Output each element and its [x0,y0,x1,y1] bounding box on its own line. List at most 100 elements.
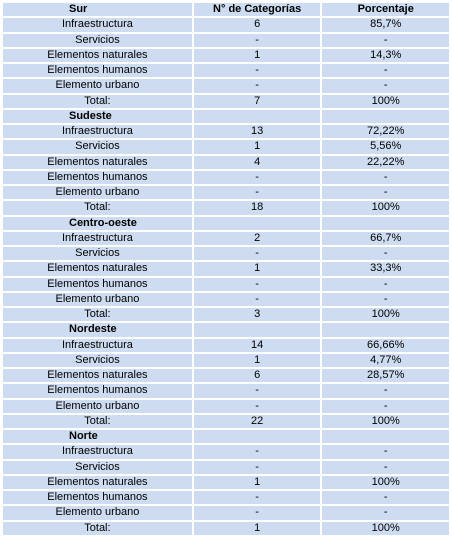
data-row: Elementos humanos - - [3,64,449,78]
category-percent: 28,57% [322,369,449,383]
category-label: Elemento urbano [3,292,192,306]
category-count: - [193,384,321,398]
category-count: 1 [193,353,321,367]
category-label: Elementos humanos [3,277,192,291]
category-label: Total: [3,414,192,428]
data-row: Elemento urbano - - [3,186,449,200]
category-count: - [193,399,321,413]
category-label: Elementos humanos [3,491,192,505]
data-row: Elementos humanos - - [3,491,449,505]
category-percent: - [322,491,449,505]
region-header-row: Norte [3,430,449,444]
data-row: Elemento urbano - - [3,506,449,520]
category-percent: - [322,445,449,459]
data-row: Total: 3 100% [3,308,449,322]
category-count: - [193,506,321,520]
empty-cell [322,430,449,444]
category-count: - [193,33,321,47]
data-row: Elementos humanos - - [3,384,449,398]
region-header-row: Centro-oeste [3,216,449,230]
category-percent: 100% [322,201,449,215]
category-label: Elementos humanos [3,64,192,78]
category-count: 6 [193,18,321,32]
region-header-row: Sur N° de Categorías Porcentaje [3,3,449,17]
category-label: Elementos humanos [3,384,192,398]
category-label: Infraestructura [3,18,192,32]
category-percent: - [322,64,449,78]
data-row: Servicios - - [3,33,449,47]
category-label: Elementos naturales [3,262,192,276]
data-row: Elemento urbano - - [3,399,449,413]
category-percent: 4,77% [322,353,449,367]
category-percent: 66,7% [322,231,449,245]
category-count: 1 [193,521,321,535]
category-count: 14 [193,338,321,352]
data-row: Total: 7 100% [3,94,449,108]
data-row: Total: 22 100% [3,414,449,428]
table-body: Sur N° de Categorías Porcentaje Infraestruc… [3,3,449,535]
category-label: Servicios [3,140,192,154]
column-header: Porcentaje [322,3,449,17]
category-label: Infraestructura [3,338,192,352]
category-percent: 33,3% [322,262,449,276]
category-percent: 100% [322,475,449,489]
category-count: 3 [193,308,321,322]
category-label: Total: [3,201,192,215]
data-row: Elementos naturales 6 28,57% [3,369,449,383]
category-percent: 100% [322,94,449,108]
category-label: Servicios [3,247,192,261]
category-percent: - [322,186,449,200]
category-percent: - [322,292,449,306]
data-row: Infraestructura - - [3,445,449,459]
category-label: Total: [3,308,192,322]
empty-cell [193,109,321,123]
category-label: Elementos naturales [3,475,192,489]
region-name: Norte [3,430,192,444]
category-label: Elementos naturales [3,155,192,169]
data-row: Total: 1 100% [3,521,449,535]
category-percent: - [322,460,449,474]
category-percent: - [322,506,449,520]
empty-cell [322,216,449,230]
region-header-row: Sudeste [3,109,449,123]
data-row: Elemento urbano - - [3,79,449,93]
data-row: Infraestructura 6 85,7% [3,18,449,32]
region-header-row: Nordeste [3,323,449,337]
category-label: Servicios [3,33,192,47]
category-percent: 100% [322,308,449,322]
data-row: Servicios 1 4,77% [3,353,449,367]
category-percent: - [322,33,449,47]
category-count: 4 [193,155,321,169]
empty-cell [322,323,449,337]
category-label: Total: [3,94,192,108]
category-count: - [193,170,321,184]
category-percent: - [322,79,449,93]
category-label: Infraestructura [3,231,192,245]
data-row: Servicios - - [3,460,449,474]
category-percent: 100% [322,521,449,535]
category-label: Servicios [3,353,192,367]
category-percent: 85,7% [322,18,449,32]
region-name: Nordeste [3,323,192,337]
category-count: 1 [193,140,321,154]
category-label: Elementos naturales [3,48,192,62]
category-label: Elemento urbano [3,79,192,93]
category-percent: - [322,247,449,261]
category-count: - [193,186,321,200]
category-percent: - [322,277,449,291]
data-row: Elemento urbano - - [3,292,449,306]
category-label: Elemento urbano [3,506,192,520]
category-label: Infraestructura [3,445,192,459]
category-percent: 5,56% [322,140,449,154]
data-row: Elementos naturales 1 100% [3,475,449,489]
category-count: 6 [193,369,321,383]
data-row: Servicios - - [3,247,449,261]
category-percent: 22,22% [322,155,449,169]
category-percent: 14,3% [322,48,449,62]
category-count: - [193,292,321,306]
category-count: 1 [193,262,321,276]
category-percent: - [322,399,449,413]
data-row: Elementos humanos - - [3,170,449,184]
